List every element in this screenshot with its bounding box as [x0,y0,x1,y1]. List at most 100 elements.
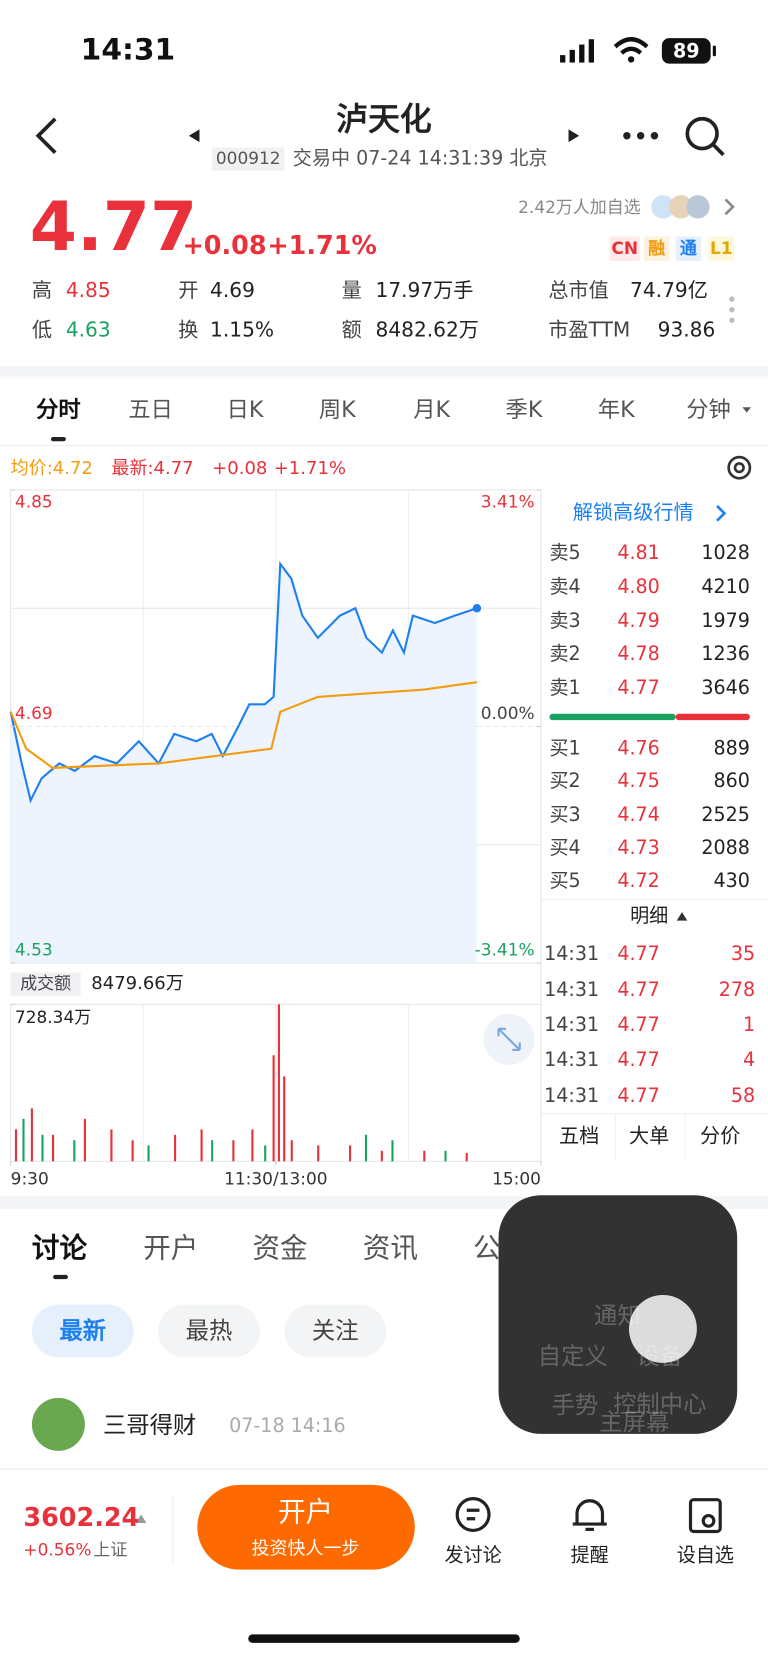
nav-icons [35,116,725,157]
book-label: 卖1 [549,676,580,699]
volume-bar [349,1145,352,1162]
trade-price: 4.77 [617,1048,659,1071]
filter-pill[interactable] [158,1304,260,1358]
legend-item: +0.08 [212,458,267,479]
tab[interactable]: 月K [413,397,451,423]
volume-tick-label: 728.34万 [15,1007,91,1027]
x-tick-label: 9:30 [11,1168,49,1188]
post-user: 三哥得财 [103,1411,196,1439]
volume-bar [317,1145,320,1162]
trade-volume: 1 [743,1013,755,1036]
badge-bg [675,236,702,261]
discussion-tab[interactable]: 讨论 [32,1231,88,1264]
volume-bar [272,1055,275,1162]
tab[interactable]: 分时 [36,397,81,423]
tab[interactable]: 周K [319,397,357,423]
trade-volume: 58 [731,1084,755,1107]
price: 4.77 [30,188,197,267]
volume-bar [251,1129,254,1162]
x-tick-label: 11:30/13:00 [224,1168,327,1188]
filter-pill[interactable] [31,1304,134,1358]
stat-label: 量 [342,278,362,302]
open-account-button[interactable] [197,1484,415,1570]
assistive-label: 主屏幕 [599,1408,669,1436]
filter-pill[interactable] [284,1304,387,1358]
assistive-touch[interactable] [498,1195,738,1434]
book-label: 买4 [549,836,580,859]
tab[interactable]: 分钟 [686,397,731,423]
battery: 89 [673,39,700,62]
tab[interactable]: 年K [598,397,636,423]
discussion-tab[interactable]: 开户 [143,1231,198,1264]
stat-value: 4.69 [210,278,255,302]
book-tab[interactable]: 分价 [700,1123,740,1147]
book-tab[interactable]: 五档 [559,1123,599,1147]
stat-label: 开 [178,278,198,302]
book-price: 4.79 [617,609,659,632]
divider [0,365,768,377]
action-label[interactable]: 发讨论 [444,1543,501,1566]
volume-bar [52,1134,55,1162]
tab[interactable]: 五日 [128,397,173,423]
volume-title-box [10,972,81,996]
book-volume: 2525 [701,803,750,826]
back[interactable] [35,117,57,155]
stock-code: 000912 [216,148,281,168]
discussion-tab[interactable]: 公 [473,1231,501,1264]
expand[interactable] [483,1013,535,1065]
badge: L1 [710,238,733,258]
volume-bar [264,1145,267,1162]
code-box [212,147,285,171]
nav-glyphs [188,129,659,143]
home-indicator [248,1634,520,1643]
volume-bar [110,1129,113,1162]
stat-label: 额 [342,317,362,341]
legend-item: +1.71% [274,458,346,479]
assistive-label: 通知 [594,1302,641,1330]
book-volume: 1979 [701,609,750,632]
book-price: 4.74 [617,803,659,826]
assistive-label: 手势 [552,1391,599,1419]
trade-price: 4.77 [617,1013,659,1036]
discussion-tab[interactable]: 资金 [252,1231,307,1264]
change: +0.08 [182,231,266,261]
caret [742,407,751,413]
stat-value: 4.85 [66,278,111,302]
book-volume: 4210 [701,575,750,598]
user-avatar [31,1397,85,1451]
stock-name: 泸天化 [336,100,432,138]
volume-bar [22,1118,25,1162]
filter[interactable]: 最新 [59,1317,106,1345]
filter[interactable]: 关注 [312,1317,359,1345]
tab[interactable]: 季K [506,397,544,423]
search[interactable] [685,116,719,151]
trade-volume: 278 [719,978,755,1001]
book-tab[interactable]: 大单 [629,1123,669,1147]
x-tick-label: 15:00 [492,1168,541,1188]
volume-bar [391,1140,394,1162]
tab[interactable]: 日K [227,397,265,423]
trade-price: 4.77 [617,1084,659,1107]
y-tick-label: 4.53 [15,939,53,959]
filter[interactable]: 最热 [186,1317,233,1345]
tab-indicator [50,436,66,442]
book-volume: 2088 [701,836,750,859]
action-label[interactable]: 提醒 [571,1543,609,1566]
chevron [716,504,727,522]
gear[interactable] [727,455,752,480]
book-label: 卖5 [549,541,580,564]
stat-value: 8482.62万 [376,317,479,341]
volume-bar [200,1129,203,1162]
book-volume: 889 [713,736,749,759]
action-icons [455,1497,722,1534]
book-label: 买3 [549,803,580,826]
badge-bg [609,236,640,261]
trade-time: 14:31 [544,1048,599,1071]
more-dots [729,296,735,323]
legend-item: 最新:4.77 [111,458,193,479]
unlock-link[interactable]: 解锁高级行情 [573,500,694,524]
discussion-tab[interactable]: 资讯 [363,1231,418,1264]
action-label[interactable]: 设自选 [677,1543,734,1566]
volume-bar [211,1140,214,1162]
